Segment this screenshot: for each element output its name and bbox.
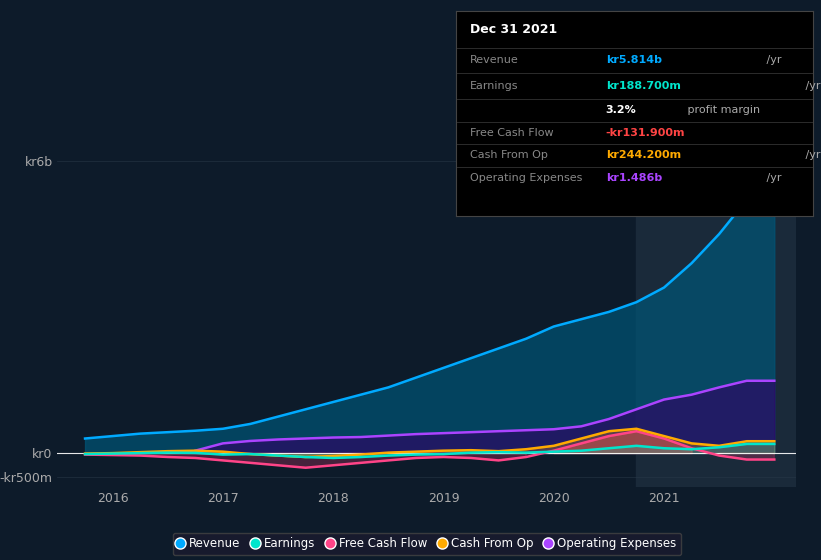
Bar (636, 151, 796, 487)
Text: Dec 31 2021: Dec 31 2021 (470, 23, 557, 36)
Text: kr244.200m: kr244.200m (606, 150, 681, 160)
Text: profit margin: profit margin (684, 105, 760, 115)
Text: /yr: /yr (763, 55, 782, 66)
Legend: Revenue, Earnings, Free Cash Flow, Cash From Op, Operating Expenses: Revenue, Earnings, Free Cash Flow, Cash … (172, 533, 681, 555)
Text: /yr: /yr (763, 173, 782, 183)
Text: /yr: /yr (802, 150, 820, 160)
Text: kr5.814b: kr5.814b (606, 55, 662, 66)
Text: -kr131.900m: -kr131.900m (606, 128, 686, 138)
Text: 3.2%: 3.2% (606, 105, 636, 115)
Text: /yr: /yr (802, 81, 820, 91)
Text: Free Cash Flow: Free Cash Flow (470, 128, 553, 138)
Text: Operating Expenses: Operating Expenses (470, 173, 582, 183)
Text: kr188.700m: kr188.700m (606, 81, 681, 91)
Text: kr1.486b: kr1.486b (606, 173, 662, 183)
Text: Cash From Op: Cash From Op (470, 150, 548, 160)
Text: Earnings: Earnings (470, 81, 518, 91)
Text: Revenue: Revenue (470, 55, 519, 66)
